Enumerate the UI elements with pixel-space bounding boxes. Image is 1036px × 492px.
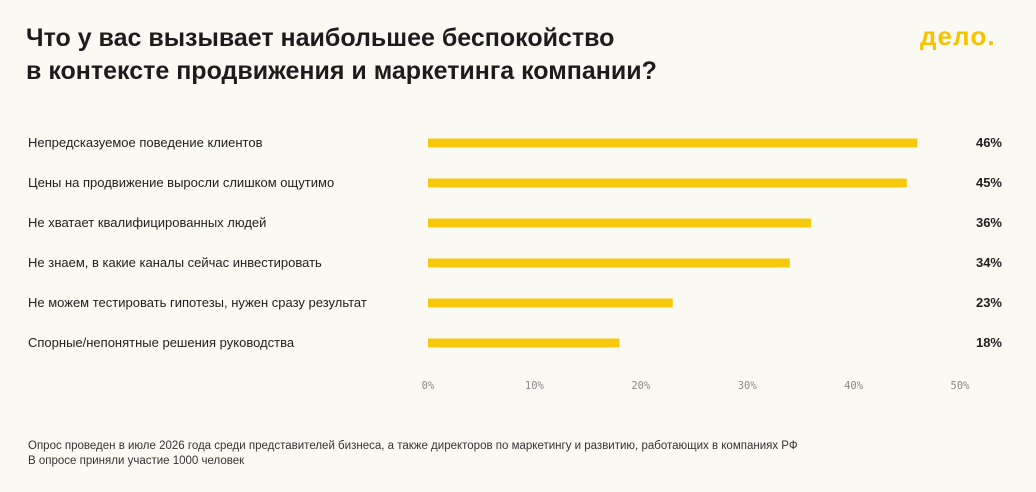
bar <box>428 338 620 348</box>
x-tick-label: 50% <box>951 380 971 392</box>
category-label: Непредсказуемое поведение клиентов <box>28 135 263 150</box>
value-label: 45% <box>976 175 1002 190</box>
bar <box>428 258 790 268</box>
x-tick-label: 20% <box>631 380 651 392</box>
bar <box>428 298 673 308</box>
value-label: 23% <box>976 295 1002 310</box>
value-label: 34% <box>976 255 1002 270</box>
category-label: Не знаем, в какие каналы сейчас инвестир… <box>28 255 322 270</box>
bar <box>428 138 918 148</box>
x-tick-label: 10% <box>525 380 545 392</box>
delo-logo: делo. <box>920 24 996 50</box>
chart-title-line-1: Что у вас вызывает наибольшее беспокойст… <box>26 24 615 52</box>
category-label: Спорные/непонятные решения руководства <box>28 335 295 350</box>
bar-chart: Непредсказуемое поведение клиентов 46% Цен… <box>28 135 1002 392</box>
bar <box>428 178 907 188</box>
value-label: 18% <box>976 335 1002 350</box>
chart-title: Что у вас вызывает наибольшее беспокойст… <box>26 22 846 88</box>
footnote: Опрос проведен в июле 2026 года среди пр… <box>28 439 1008 469</box>
category-label: Не хватает квалифицированных людей <box>28 215 266 230</box>
footnote-line-1: Опрос проведен в июле 2026 года среди пр… <box>28 440 798 452</box>
value-label: 36% <box>976 215 1002 230</box>
x-tick-label: 30% <box>738 380 758 392</box>
footnote-line-2: В опросе приняли участие 1000 человек <box>28 455 245 467</box>
bar <box>428 218 812 228</box>
category-label: Цены на продвижение выросли слишком ощут… <box>28 175 334 190</box>
category-label: Не можем тестировать гипотезы, нужен сра… <box>28 295 367 310</box>
value-label: 46% <box>976 135 1002 150</box>
chart-title-line-2: в контексте продвижения и маркетинга ком… <box>26 57 657 85</box>
logo-wordmark: делo. <box>920 24 996 50</box>
x-tick-label: 40% <box>844 380 864 392</box>
x-tick-label: 0% <box>422 380 435 392</box>
